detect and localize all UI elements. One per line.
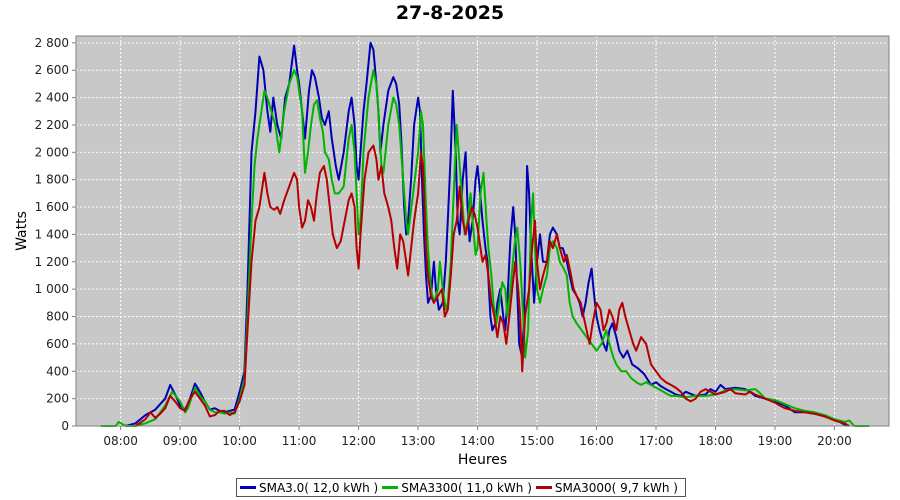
series-line-2 xyxy=(100,69,870,427)
chart-svg: 0 200 400 600 800 1 000 1 200 1 400 1 600 1 800 2 … xyxy=(14,35,890,468)
y-tick-label: 2 600 xyxy=(35,63,69,77)
series-line-3 xyxy=(134,144,850,427)
legend-swatch xyxy=(240,486,256,489)
x-tick-label: 10:00 xyxy=(222,434,257,448)
y-tick-label: 1 800 xyxy=(35,173,69,187)
legend-item: SMA3000( 9,7 kWh ) xyxy=(535,480,678,495)
y-tick-label: 1 600 xyxy=(35,200,69,214)
y-tick-label: 2 400 xyxy=(35,91,69,105)
legend-swatch xyxy=(535,486,552,489)
y-tick-label: 0 xyxy=(61,419,69,433)
x-tick-label: 18:00 xyxy=(698,434,733,448)
x-tick-label: 16:00 xyxy=(579,434,614,448)
x-tick-label: 11:00 xyxy=(282,434,317,448)
y-tick-label: 600 xyxy=(46,337,69,351)
legend-item: SMA3300( 11,0 kWh ) xyxy=(382,481,532,495)
x-tick-label: 09:00 xyxy=(163,434,198,448)
legend-label: SMA3.0( 12,0 kWh ) xyxy=(259,480,379,495)
legend-swatch xyxy=(382,486,399,489)
x-tick-label: 14:00 xyxy=(460,434,495,448)
y-tick-label: 2 000 xyxy=(35,145,69,159)
y-tick-label: 1 400 xyxy=(35,227,69,241)
x-tick-label: 17:00 xyxy=(639,434,674,448)
x-tick-label: 08:00 xyxy=(103,434,138,448)
series-lines xyxy=(100,41,870,427)
y-tick-label: 800 xyxy=(46,310,69,324)
y-tick-label: 2 800 xyxy=(35,36,69,50)
x-axis-title: Heures xyxy=(458,452,507,468)
x-tick-label: 13:00 xyxy=(401,434,436,448)
legend: SMA3.0( 12,0 kWh ) SMA3300( 11,0 kWh ) SMA… xyxy=(236,478,686,497)
x-tick-label: 19:00 xyxy=(758,434,793,448)
legend-label: SMA3300( 11,0 kWh ) xyxy=(401,480,532,495)
x-tick-label: 20:00 xyxy=(817,434,852,448)
y-tick-label: 400 xyxy=(46,364,69,378)
y-axis-title: Watts xyxy=(14,211,30,251)
y-tick-label: 2 200 xyxy=(35,118,69,132)
plot-background xyxy=(76,36,889,426)
x-tick-label: 15:00 xyxy=(520,434,555,448)
x-tick-label: 12:00 xyxy=(341,434,376,448)
chart-title: 27-8-2025 xyxy=(395,2,505,24)
plot-border xyxy=(75,35,890,427)
y-tick-label: 200 xyxy=(46,392,69,406)
legend-item: SMA3.0( 12,0 kWh ) xyxy=(240,481,378,495)
legend-label: SMA3000( 9,7 kWh ) xyxy=(554,480,678,495)
axes: 0 200 400 600 800 1 000 1 200 1 400 1 600 1 800 2 … xyxy=(35,36,852,448)
y-tick-label: 1 000 xyxy=(35,282,69,296)
y-tick-label: 1 200 xyxy=(35,255,69,269)
